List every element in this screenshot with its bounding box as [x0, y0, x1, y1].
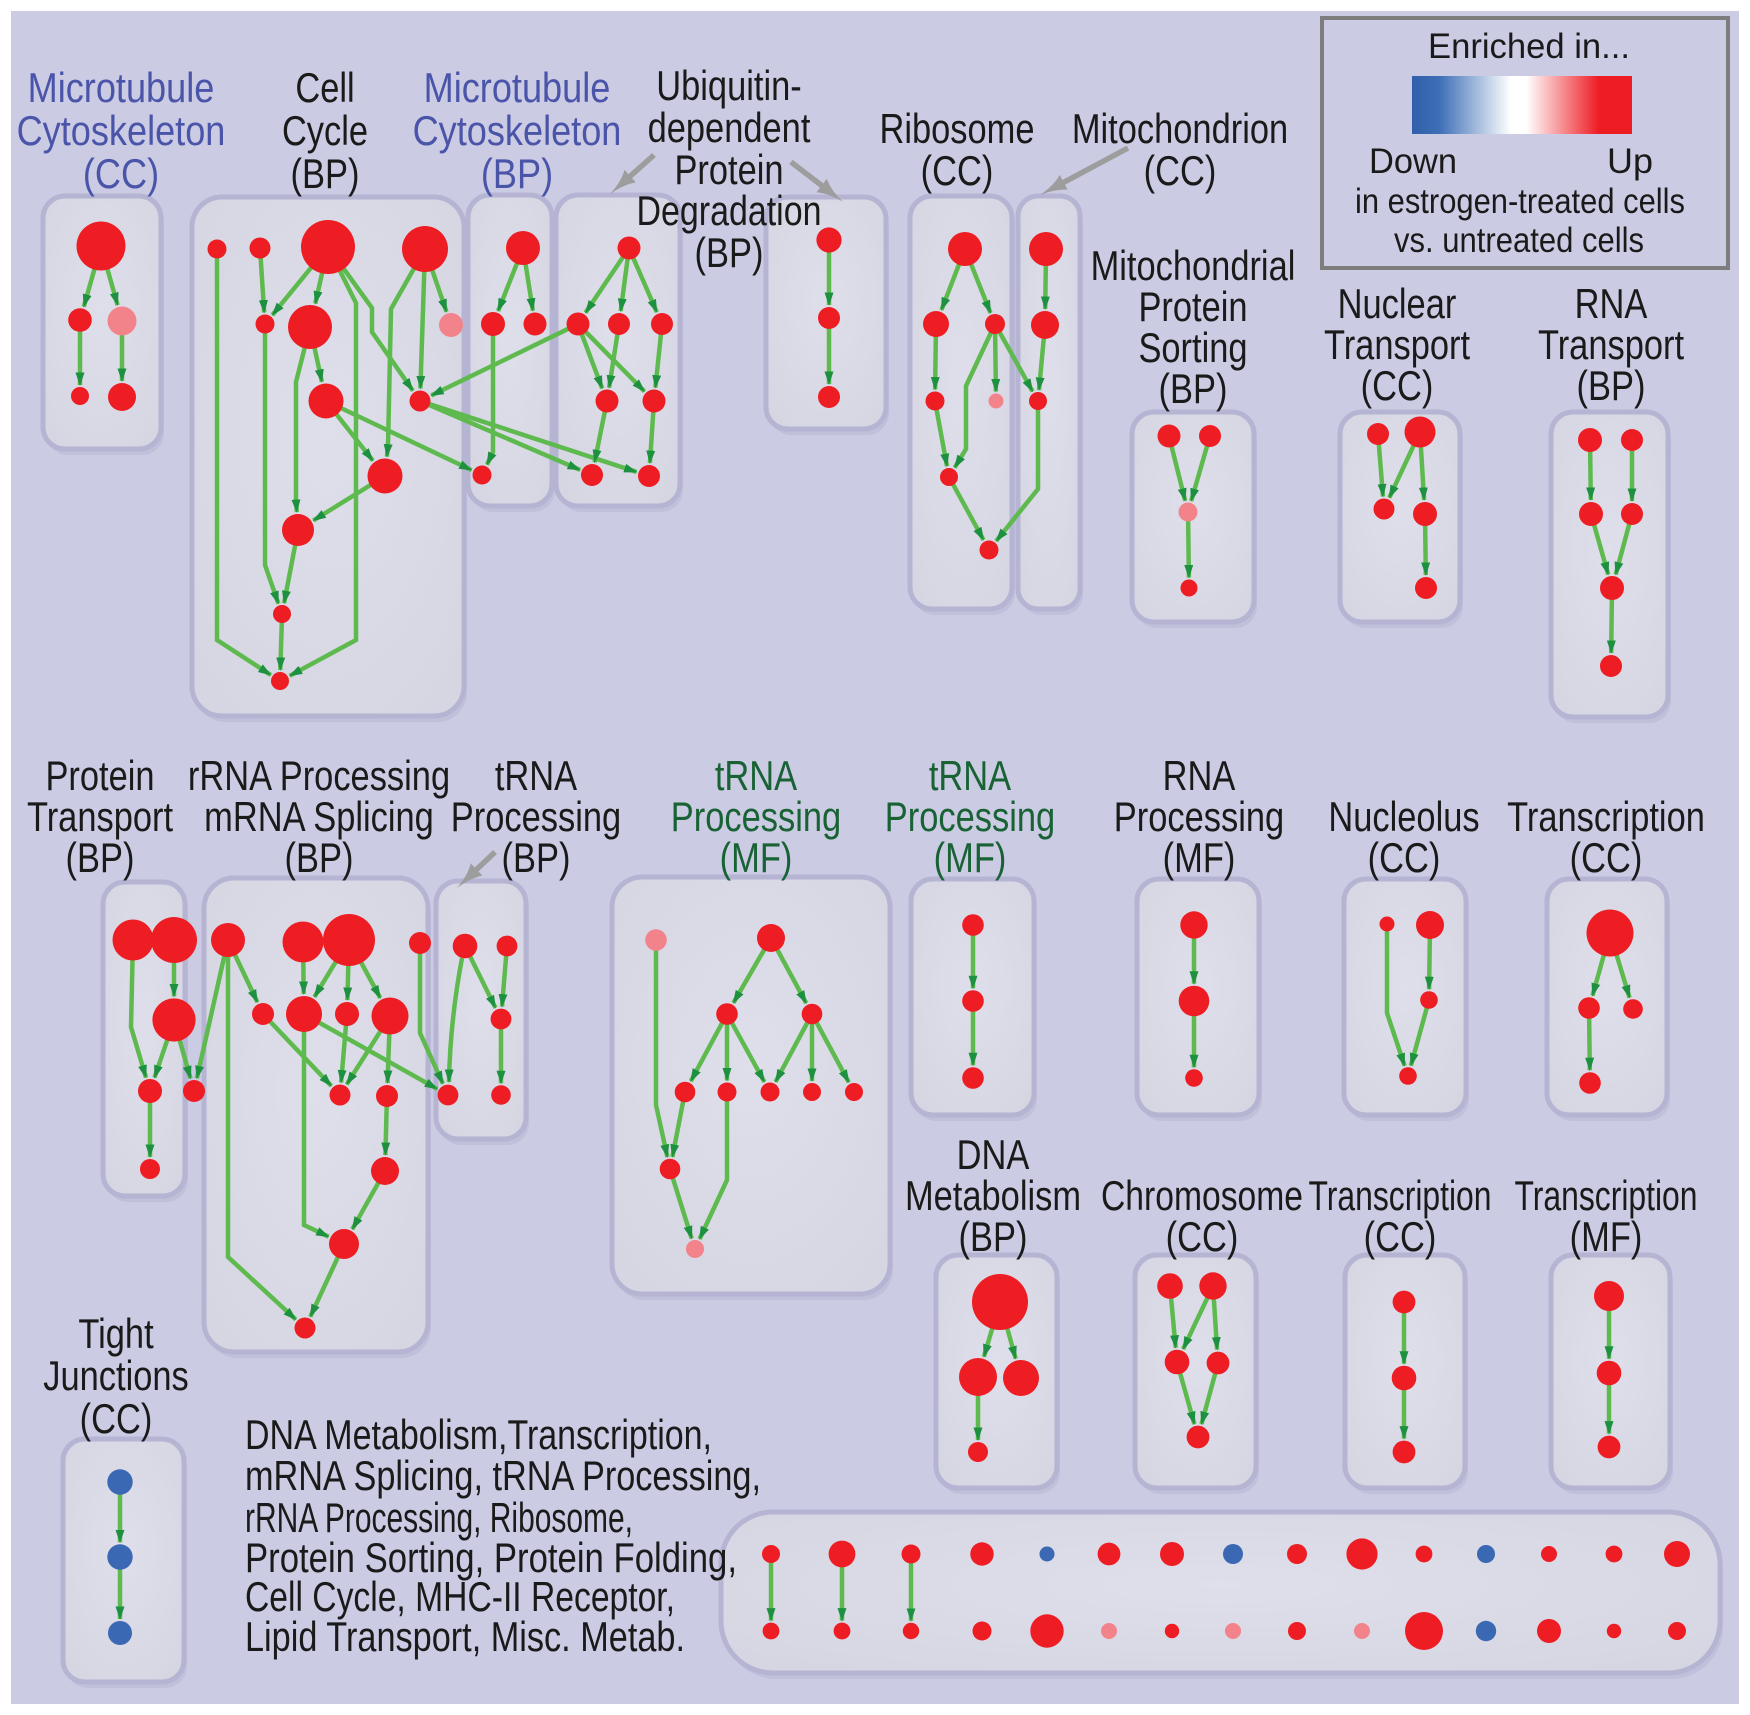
svg-text:(BP): (BP) [66, 834, 135, 881]
svg-text:tRNA: tRNA [495, 752, 577, 799]
svg-text:Mitochondrial: Mitochondrial [1091, 242, 1296, 289]
svg-text:Transcription: Transcription [1507, 793, 1705, 840]
svg-text:Cell Cycle, MHC-II Receptor,: Cell Cycle, MHC-II Receptor, [245, 1573, 675, 1620]
svg-text:Transport: Transport [1538, 321, 1684, 368]
svg-text:vs. untreated cells: vs. untreated cells [1394, 221, 1644, 260]
svg-text:(CC): (CC) [80, 1395, 153, 1442]
svg-text:(CC): (CC) [1361, 362, 1434, 409]
svg-text:Cell: Cell [295, 64, 354, 111]
svg-text:(CC): (CC) [1166, 1213, 1239, 1260]
svg-text:Transport: Transport [1324, 321, 1470, 368]
svg-text:rRNA Processing, Ribosome,: rRNA Processing, Ribosome, [245, 1494, 633, 1541]
svg-text:mRNA Splicing: mRNA Splicing [204, 793, 434, 840]
svg-text:Transcription: Transcription [1309, 1172, 1492, 1219]
svg-text:Mitochondrion: Mitochondrion [1072, 105, 1288, 152]
svg-text:Processing: Processing [451, 793, 621, 840]
svg-text:(BP): (BP) [285, 834, 354, 881]
svg-text:(MF): (MF) [720, 834, 793, 881]
svg-text:Degradation: Degradation [637, 187, 822, 234]
svg-text:Protein: Protein [45, 752, 154, 799]
svg-text:(BP): (BP) [695, 229, 764, 276]
svg-text:(MF): (MF) [1163, 834, 1236, 881]
svg-text:(CC): (CC) [1144, 147, 1217, 194]
svg-text:(BP): (BP) [1577, 362, 1646, 409]
svg-text:Enriched in...: Enriched in... [1428, 27, 1630, 66]
svg-text:(CC): (CC) [1364, 1213, 1437, 1260]
svg-text:(CC): (CC) [1368, 834, 1441, 881]
svg-text:Chromosome: Chromosome [1101, 1172, 1303, 1219]
svg-text:Cytoskeleton: Cytoskeleton [413, 107, 622, 154]
svg-text:Cytoskeleton: Cytoskeleton [17, 107, 226, 154]
svg-text:mRNA Splicing, tRNA Processing: mRNA Splicing, tRNA Processing, [245, 1452, 761, 1499]
svg-text:Junctions: Junctions [43, 1352, 189, 1399]
svg-text:Ubiquitin-: Ubiquitin- [656, 62, 802, 109]
svg-text:(BP): (BP) [1159, 365, 1228, 412]
svg-text:tRNA: tRNA [715, 752, 797, 799]
svg-text:(MF): (MF) [934, 834, 1007, 881]
svg-text:Nuclear: Nuclear [1338, 280, 1457, 327]
svg-text:Processing: Processing [885, 793, 1055, 840]
svg-text:Microtubule: Microtubule [28, 64, 215, 111]
svg-text:Lipid Transport, Misc. Metab.: Lipid Transport, Misc. Metab. [245, 1613, 685, 1660]
svg-text:Cycle: Cycle [282, 107, 368, 154]
svg-text:Transcription: Transcription [1515, 1172, 1698, 1219]
svg-text:tRNA: tRNA [929, 752, 1011, 799]
svg-text:RNA: RNA [1575, 280, 1648, 327]
svg-text:DNA Metabolism,Transcription,: DNA Metabolism,Transcription, [245, 1411, 712, 1458]
svg-text:rRNA Processing: rRNA Processing [188, 752, 450, 799]
svg-text:Processing: Processing [671, 793, 841, 840]
svg-text:(BP): (BP) [959, 1213, 1028, 1260]
svg-text:DNA: DNA [957, 1131, 1030, 1178]
svg-text:Nucleolus: Nucleolus [1328, 793, 1479, 840]
svg-text:Sorting: Sorting [1138, 324, 1247, 371]
svg-text:Microtubule: Microtubule [424, 64, 611, 111]
svg-text:dependent: dependent [648, 104, 811, 151]
svg-text:(BP): (BP) [502, 834, 571, 881]
svg-text:Processing: Processing [1114, 793, 1284, 840]
svg-text:Protein: Protein [1138, 283, 1247, 330]
svg-text:(BP): (BP) [481, 150, 553, 197]
svg-text:Tight: Tight [78, 1310, 154, 1357]
svg-text:Up: Up [1607, 142, 1653, 181]
svg-text:in estrogen-treated cells: in estrogen-treated cells [1355, 182, 1685, 221]
svg-text:(CC): (CC) [83, 150, 159, 197]
svg-text:(BP): (BP) [291, 150, 360, 197]
svg-text:(CC): (CC) [1570, 834, 1643, 881]
svg-text:Ribosome: Ribosome [880, 105, 1035, 152]
svg-text:Protein Sorting, Protein Foldi: Protein Sorting, Protein Folding, [245, 1534, 737, 1581]
svg-text:(MF): (MF) [1570, 1213, 1643, 1260]
svg-text:Protein: Protein [674, 146, 783, 193]
svg-text:Metabolism: Metabolism [905, 1172, 1081, 1219]
svg-text:RNA: RNA [1163, 752, 1236, 799]
svg-text:(CC): (CC) [921, 147, 994, 194]
svg-text:Down: Down [1369, 142, 1457, 181]
svg-text:Transport: Transport [27, 793, 173, 840]
